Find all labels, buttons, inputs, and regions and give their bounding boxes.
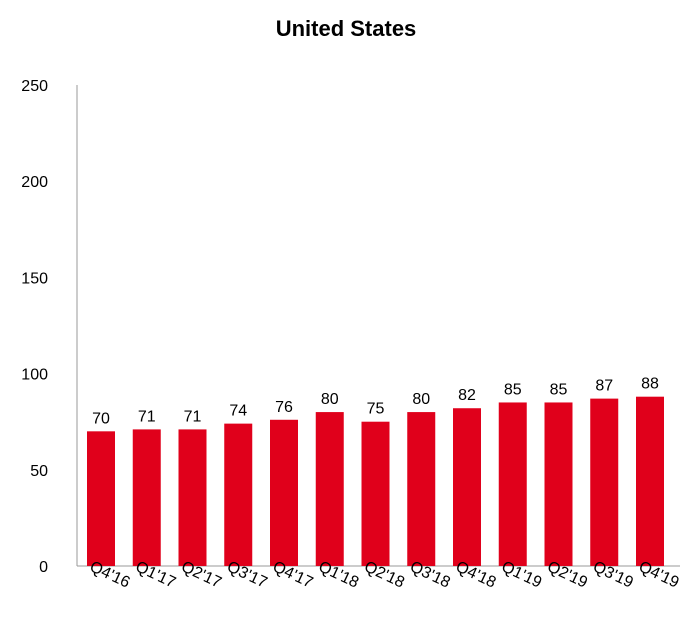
bar	[270, 419, 298, 566]
bar	[498, 402, 527, 566]
y-tick-label: 100	[21, 367, 48, 384]
y-tick-label: 0	[39, 559, 48, 576]
y-tick-label: 250	[21, 78, 48, 95]
bar	[453, 408, 481, 566]
bar	[544, 402, 573, 566]
bar	[87, 431, 115, 566]
bar-value-label: 76	[275, 399, 293, 416]
bar-value-label: 71	[138, 408, 156, 425]
bar-value-label: 85	[504, 381, 522, 398]
bars-group	[87, 396, 664, 566]
bar	[132, 429, 161, 566]
bar-value-label: 71	[184, 408, 202, 425]
bar-value-label: 75	[367, 401, 385, 418]
chart-title: United States	[275, 16, 417, 41]
bar	[224, 423, 253, 566]
bar-value-label: 85	[550, 381, 568, 398]
y-axis-ticks: 0 50 100 150 200 250	[21, 78, 48, 576]
bar-value-label: 88	[641, 376, 659, 393]
bar-value-label: 80	[412, 391, 430, 408]
value-labels-group: 70 71 71 74 76 80 75 80 82 85 85 87 88	[92, 376, 659, 428]
bar	[407, 412, 436, 566]
bar	[590, 398, 619, 566]
bar-value-label: 74	[229, 403, 247, 420]
y-tick-label: 200	[21, 174, 48, 191]
bar-value-label: 87	[595, 378, 613, 395]
bar-value-label: 70	[92, 410, 110, 427]
y-tick-label: 50	[30, 463, 48, 480]
bar-value-label: 82	[458, 387, 476, 404]
bar	[315, 412, 344, 566]
bar	[178, 429, 207, 566]
y-tick-label: 150	[21, 270, 48, 287]
bar	[361, 421, 390, 566]
bar-value-label: 80	[321, 391, 339, 408]
bar	[636, 396, 664, 566]
